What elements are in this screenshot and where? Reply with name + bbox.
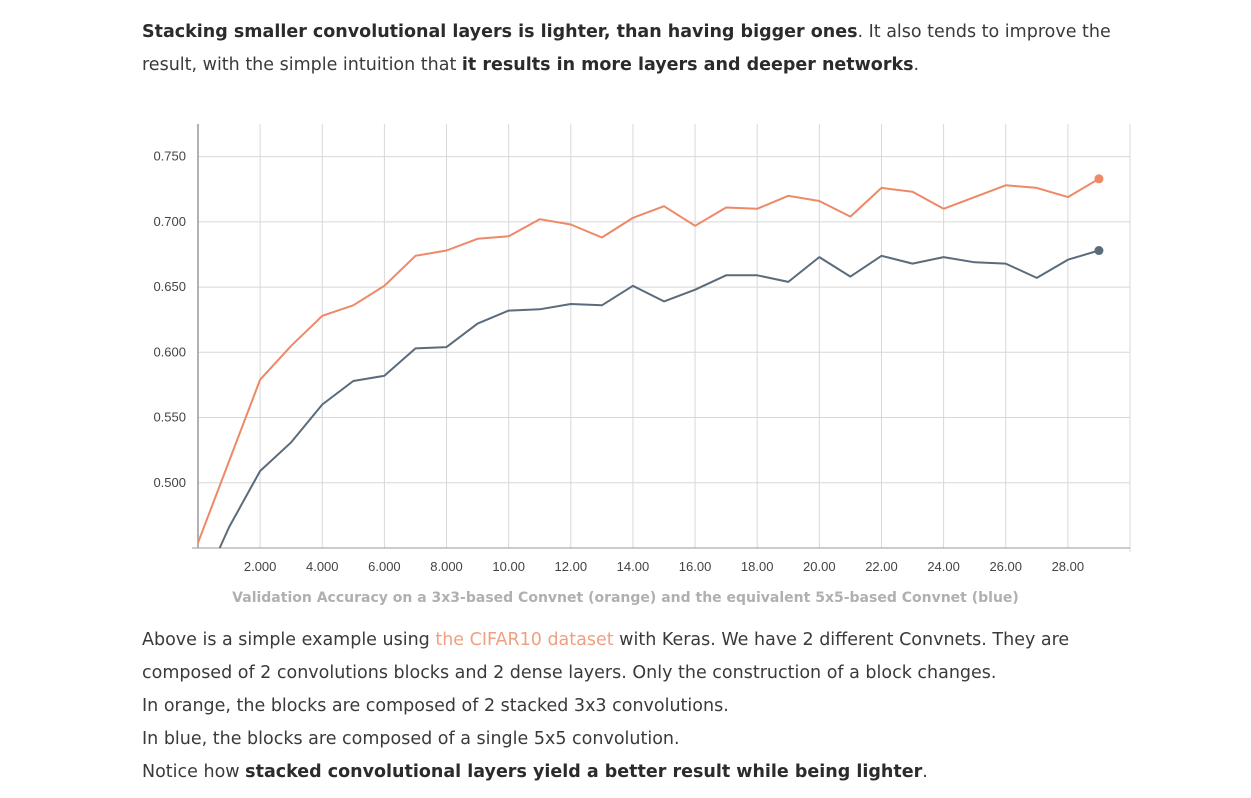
outro-line-4-bold: stacked convolutional layers yield a bet… bbox=[245, 762, 923, 782]
y-tick-label: 0.750 bbox=[153, 149, 186, 164]
x-tick-label: 12.00 bbox=[555, 559, 588, 574]
orange-series-end-point bbox=[1094, 174, 1104, 184]
y-tick-label: 0.600 bbox=[153, 344, 186, 359]
x-tick-label: 2.000 bbox=[244, 559, 277, 574]
outro-line-1-tail: with Keras. We have 2 different Convnets… bbox=[142, 630, 1070, 683]
chart-caption: Validation Accuracy on a 3x3-based Convn… bbox=[232, 590, 1019, 606]
x-tick-label: 22.00 bbox=[865, 559, 898, 574]
outro-line-4-tail: . bbox=[922, 762, 928, 782]
x-tick-label: 26.00 bbox=[989, 559, 1022, 574]
y-tick-label: 0.550 bbox=[153, 410, 186, 425]
outro-line-3: In blue, the blocks are composed of a si… bbox=[142, 729, 680, 749]
outro-line-4: Notice how stacked convolutional layers … bbox=[142, 756, 1122, 789]
x-tick-label: 10.00 bbox=[492, 559, 525, 574]
outro-line-2: In orange, the blocks are composed of 2 … bbox=[142, 696, 729, 716]
x-tick-label: 24.00 bbox=[927, 559, 960, 574]
orange-series-line bbox=[197, 177, 1100, 544]
outro-line-4-text: Notice how bbox=[142, 762, 246, 782]
cifar10-dataset-link[interactable]: the CIFAR10 dataset bbox=[435, 630, 614, 650]
intro-text-1: . It also tends to improve the result, w… bbox=[142, 22, 1111, 75]
x-tick-label: 28.00 bbox=[1052, 559, 1085, 574]
outro-line-1: Above is a simple example using the CIFA… bbox=[142, 624, 1122, 690]
x-tick-label: 18.00 bbox=[741, 559, 774, 574]
intro-bold-2: it results in more layers and deeper net… bbox=[461, 55, 914, 75]
validation-accuracy-chart: 2.000 4.000 6.000 8.000 10.00 12.00 14.00 16.00… bbox=[153, 124, 1131, 574]
x-tick-label: 16.00 bbox=[679, 559, 712, 574]
x-tick-label: 4.000 bbox=[306, 559, 339, 574]
intro-paragraph: Stacking smaller convolutional layers is… bbox=[142, 16, 1122, 82]
blue-series-end-point bbox=[1094, 246, 1104, 256]
x-tick-label: 6.000 bbox=[368, 559, 401, 574]
y-tick-label: 0.700 bbox=[153, 214, 186, 229]
y-tick-label: 0.650 bbox=[153, 279, 186, 294]
outro-line-1-text: Above is a simple example using bbox=[142, 630, 436, 650]
intro-bold-1: Stacking smaller convolutional layers is… bbox=[142, 22, 858, 42]
blue-series-line bbox=[218, 249, 1100, 549]
x-tick-label: 20.00 bbox=[803, 559, 836, 574]
y-tick-label: 0.500 bbox=[153, 475, 186, 490]
outro-paragraph: Above is a simple example using the CIFA… bbox=[142, 624, 1122, 789]
x-tick-label: 14.00 bbox=[617, 559, 650, 574]
x-tick-label: 8.000 bbox=[430, 559, 463, 574]
intro-text-2: . bbox=[913, 55, 920, 75]
